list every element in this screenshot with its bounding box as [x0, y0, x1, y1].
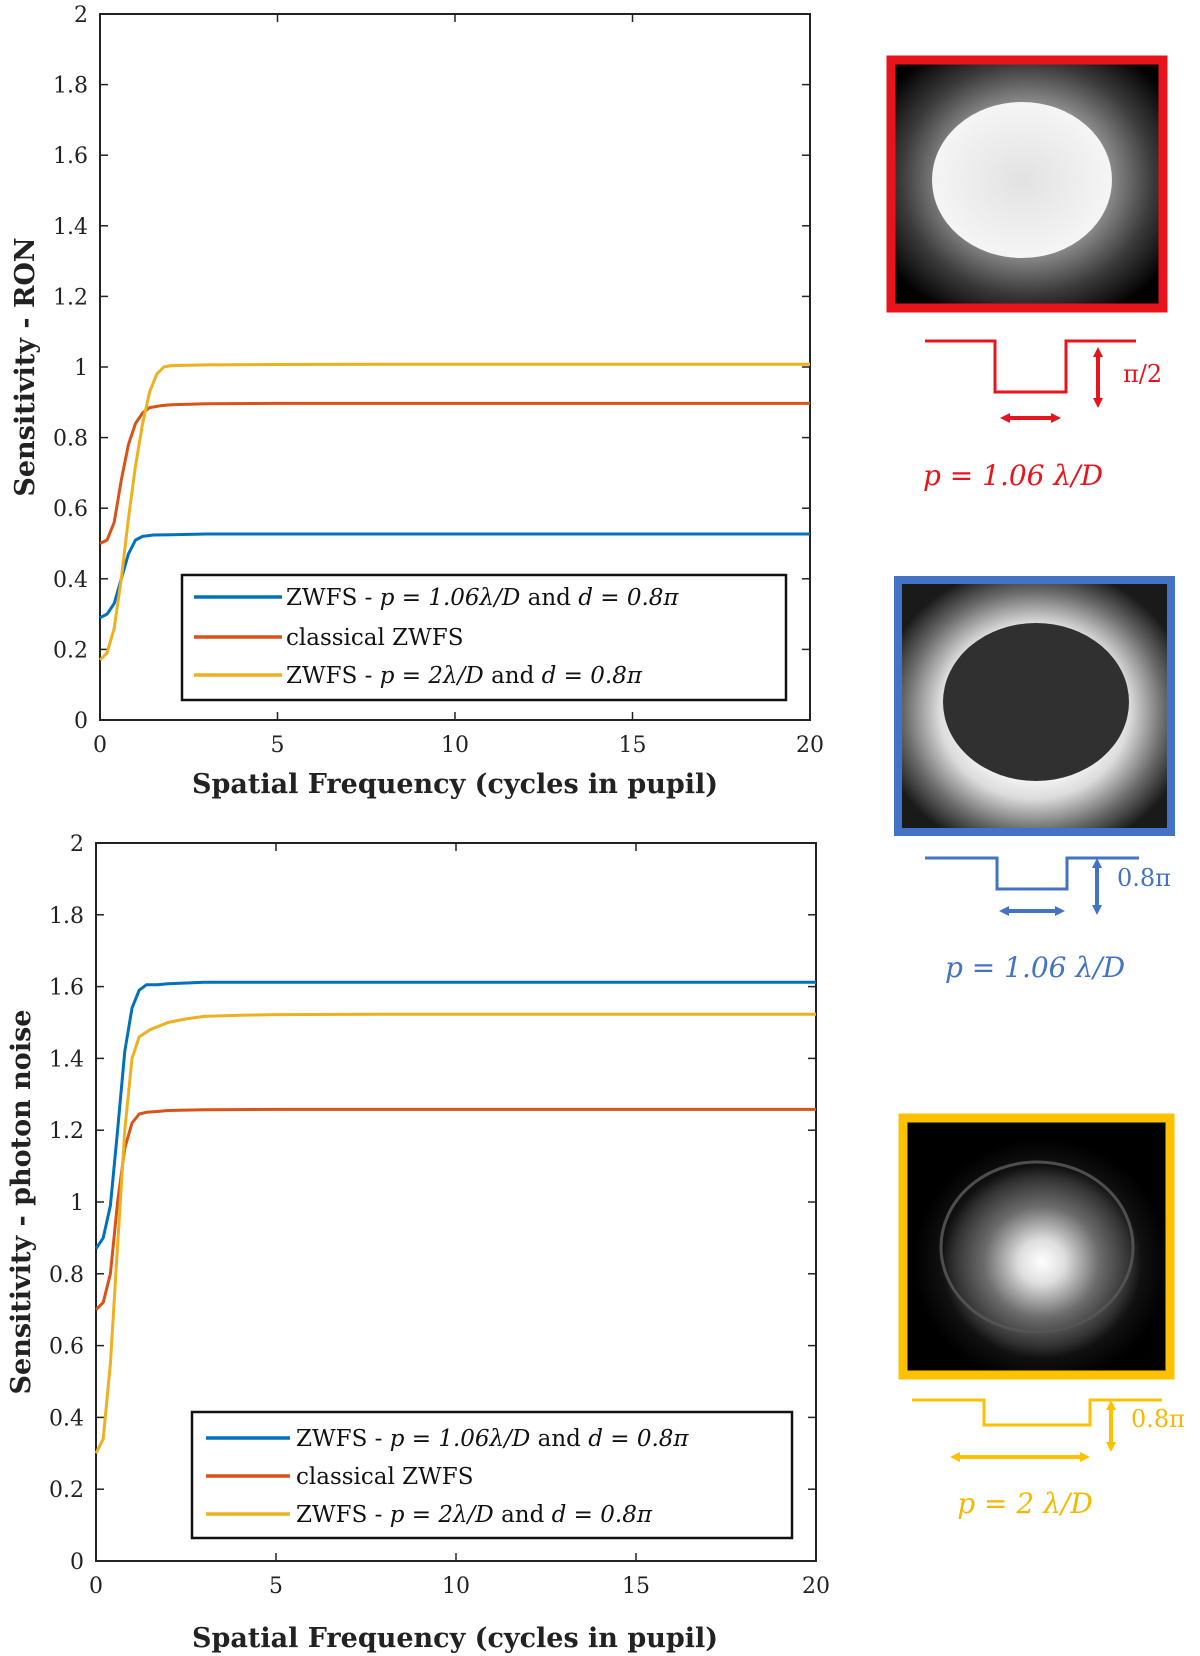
- y-tick-label: 2: [74, 3, 88, 28]
- x-tick-label: 5: [269, 1574, 283, 1599]
- series-line-orange: [94, 1107, 816, 1311]
- pupil-panel-red: π/2 p = 1.06 λ/D: [886, 55, 1168, 492]
- chart-photon-noise: 0 0.2 0.4 0.6 0.8 1 1.2 1.4 1.6 1.8 2 0 5 10 15 20 Spa…: [6, 832, 830, 1654]
- y-tick-label: 0: [74, 709, 88, 734]
- mask-profile-red: [925, 339, 1136, 394]
- x-tick-label: 15: [622, 1574, 650, 1599]
- legend-box-photon: [190, 1410, 794, 1540]
- airy-ring: [939, 1160, 1135, 1334]
- y-tick-label: 0.6: [49, 1335, 84, 1360]
- y-tick-label: 1: [74, 356, 88, 381]
- series-line-orange: [99, 401, 810, 545]
- y-tick-label: 1.8: [53, 74, 88, 99]
- series-lines-photon: [94, 980, 816, 1454]
- pitch-label-blue: p = 1.06 λ/D: [945, 951, 1125, 984]
- x-tick-label: 0: [89, 1574, 103, 1599]
- x-axis-title-photon: Spatial Frequency (cycles in pupil): [192, 1623, 718, 1654]
- x-tick-label: 10: [441, 733, 469, 758]
- y-axis-title-photon: Sensitivity - photon noise: [6, 1010, 37, 1395]
- legend-entry-orange: classical ZWFS: [296, 1464, 474, 1490]
- mask-profile-blue: [925, 856, 1139, 891]
- pitch-label-red: p = 1.06 λ/D: [923, 459, 1103, 492]
- legend-entry-yellow: ZWFS - p = 2λ/D and d = 0.8π: [286, 663, 643, 689]
- bright-disk: [932, 102, 1112, 258]
- legend-entry-orange: classical ZWFS: [286, 625, 464, 651]
- y-tick-label: 1.2: [49, 1119, 84, 1144]
- depth-label-yellow: 0.8π: [1131, 1405, 1185, 1433]
- legend-entry-yellow: ZWFS - p = 2λ/D and d = 0.8π: [296, 1502, 653, 1528]
- mask-profile-yellow: [912, 1398, 1162, 1427]
- pupil-panel-yellow: 0.8π p = 2 λ/D: [898, 1113, 1185, 1520]
- y-tick-label: 0: [70, 1550, 84, 1575]
- legend-entry-blue: ZWFS - p = 1.06λ/D and d = 0.8π: [286, 585, 679, 611]
- series-lines-ron: [98, 362, 810, 662]
- pitch-label-yellow: p = 2 λ/D: [957, 1487, 1093, 1520]
- y-axis-title-ron: Sensitivity - RON: [10, 237, 41, 496]
- depth-label-blue: 0.8π: [1117, 864, 1171, 892]
- y-tick-label: 1: [70, 1191, 84, 1216]
- x-tick-label: 15: [619, 733, 647, 758]
- y-tick-label: 0.4: [53, 568, 88, 593]
- chart-ron: 0 0.2 0.4 0.6 0.8 1 1.2 1.4 1.6 1.8 2 0 5 10 15 20 Spa…: [10, 3, 824, 800]
- y-tick-label: 0.2: [53, 638, 88, 663]
- y-tick-label: 2: [70, 832, 84, 857]
- pupil-panel-blue: 0.8π p = 1.06 λ/D: [894, 576, 1175, 984]
- legend-photon: ZWFS - p = 1.06λ/D and d = 0.8π classica…: [190, 1410, 794, 1540]
- y-tick-label: 1.8: [49, 904, 84, 929]
- y-tick-label: 0.8: [49, 1263, 84, 1288]
- depth-label-red: π/2: [1123, 360, 1162, 388]
- y-tick-label: 1.4: [49, 1047, 84, 1072]
- x-tick-label: 10: [442, 1574, 470, 1599]
- y-tick-label: 0.8: [53, 427, 88, 452]
- y-tick-label: 1.6: [53, 144, 88, 169]
- y-tick-label: 0.4: [49, 1406, 84, 1431]
- y-ticks-photon: 0 0.2 0.4 0.6 0.8 1 1.2 1.4 1.6 1.8 2: [49, 832, 816, 1575]
- x-tick-label: 5: [271, 733, 285, 758]
- x-ticks-photon: 0 5 10 15 20: [89, 843, 830, 1599]
- dark-disk: [943, 623, 1129, 781]
- x-tick-label: 0: [93, 733, 107, 758]
- y-ticks-ron: 0 0.2 0.4 0.6 0.8 1 1.2 1.4 1.6 1.8 2: [53, 3, 810, 734]
- x-axis-title-ron: Spatial Frequency (cycles in pupil): [192, 769, 718, 800]
- legend-entry-blue: ZWFS - p = 1.06λ/D and d = 0.8π: [296, 1426, 689, 1452]
- y-tick-label: 1.4: [53, 215, 88, 240]
- y-tick-label: 0.2: [49, 1478, 84, 1503]
- y-tick-label: 0.6: [53, 497, 88, 522]
- central-peak-image: [898, 1113, 1175, 1380]
- series-line-blue: [99, 532, 810, 619]
- y-tick-label: 1.6: [49, 976, 84, 1001]
- y-tick-label: 1.2: [53, 285, 88, 310]
- x-tick-label: 20: [796, 733, 824, 758]
- series-line-blue: [94, 980, 816, 1250]
- series-line-yellow: [94, 1012, 816, 1454]
- legend-box-ron: [180, 573, 788, 702]
- legend-ron: ZWFS - p = 1.06λ/D and d = 0.8π classica…: [180, 573, 788, 702]
- x-tick-label: 20: [802, 1574, 830, 1599]
- series-line-yellow: [98, 362, 810, 662]
- x-ticks-ron: 0 5 10 15 20: [93, 14, 824, 758]
